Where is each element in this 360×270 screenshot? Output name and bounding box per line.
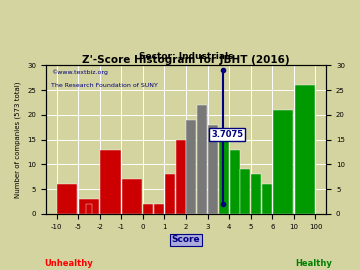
Bar (122, 179, 142, 214)
Bar (165, 174, 175, 214)
Bar (79, 199, 99, 214)
Bar (186, 120, 197, 214)
Title: Z'-Score Histogram for JBHT (2016): Z'-Score Histogram for JBHT (2016) (82, 55, 290, 65)
Bar (208, 125, 218, 214)
Text: ©www.textbiz.org: ©www.textbiz.org (51, 70, 108, 75)
Bar (143, 204, 153, 214)
Bar (230, 150, 240, 214)
Bar (219, 140, 229, 214)
Text: Unhealthy: Unhealthy (44, 259, 93, 268)
Text: Sector: Industrials: Sector: Industrials (139, 52, 233, 61)
Text: 3.7075: 3.7075 (211, 130, 243, 139)
X-axis label: Score: Score (172, 235, 201, 244)
Bar (295, 85, 315, 214)
Bar (197, 105, 207, 214)
Bar (240, 169, 251, 214)
Bar (100, 150, 121, 214)
Bar (57, 184, 77, 214)
Text: Healthy: Healthy (295, 259, 332, 268)
Bar (251, 174, 261, 214)
Bar (154, 204, 164, 214)
Bar (262, 184, 272, 214)
Bar (86, 204, 92, 214)
Bar (176, 140, 186, 214)
Text: The Research Foundation of SUNY: The Research Foundation of SUNY (51, 83, 158, 88)
Y-axis label: Number of companies (573 total): Number of companies (573 total) (15, 81, 22, 198)
Bar (273, 110, 293, 214)
